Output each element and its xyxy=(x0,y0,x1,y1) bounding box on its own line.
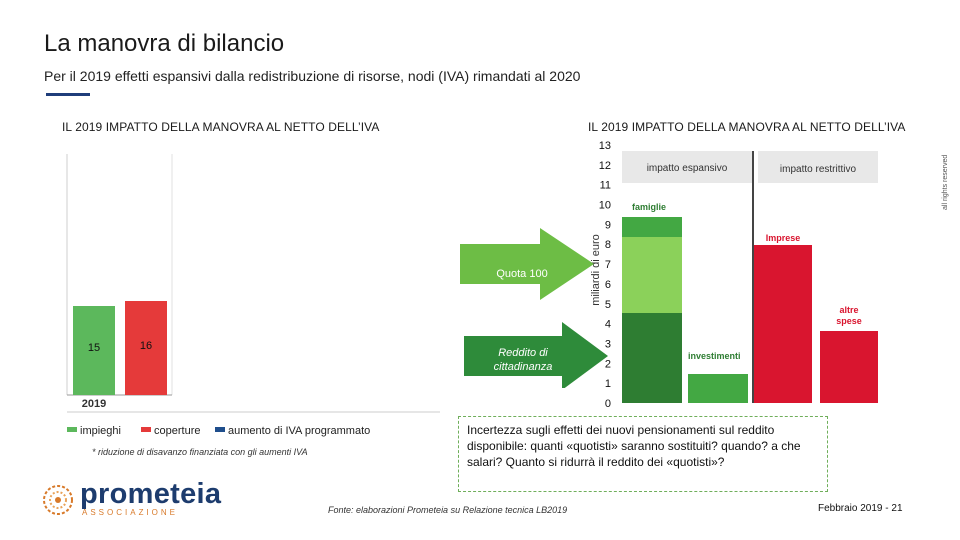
x-tick-2019: 2019 xyxy=(82,398,106,410)
panel-header-restrittivo xyxy=(758,151,878,183)
bar-investimenti xyxy=(688,374,748,403)
panel-header-espansivo xyxy=(622,151,752,183)
legend-impieghi: impieghi xyxy=(80,425,121,437)
y-tick-label: 0 xyxy=(605,398,611,410)
legend-coperture: coperture xyxy=(154,425,200,437)
arrow-label-reddito: Reddito di cittadinanza xyxy=(493,347,553,373)
y-tick-label: 2 xyxy=(605,358,611,370)
y-tick-label: 7 xyxy=(605,259,611,271)
bar-impieghi xyxy=(73,306,115,395)
page-subtitle: Per il 2019 effetti espansivi dalla redi… xyxy=(44,68,581,84)
bar-famiglie-segment-1 xyxy=(622,313,682,403)
y-tick-label: 8 xyxy=(605,239,611,251)
label-investimenti: investimenti xyxy=(688,351,741,361)
label-altre: altre xyxy=(839,305,858,315)
legend-swatch-coperture xyxy=(141,427,151,432)
y-tick-label: 11 xyxy=(600,180,611,192)
y-tick-label: 9 xyxy=(605,219,611,231)
y-tick-label: 12 xyxy=(599,160,611,172)
arrow-reddito xyxy=(464,322,608,388)
y-tick-label: 6 xyxy=(605,279,611,291)
panel-label-espansivo: impatto espansivo xyxy=(647,163,728,174)
prometeia-logo-icon xyxy=(43,485,73,515)
label-impieghi: 15 xyxy=(88,342,100,354)
right-section-title: IL 2019 IMPATTO DELLA MANOVRA AL NETTO D… xyxy=(588,120,906,134)
label-coperture: 16 xyxy=(140,340,152,352)
left-section-title: IL 2019 IMPATTO DELLA MANOVRA AL NETTO D… xyxy=(62,120,380,134)
left-chart: 15 16 2019 impieghi coperture aumento di… xyxy=(66,154,440,437)
page-number: Febbraio 2019 - 21 xyxy=(818,503,903,514)
left-footnote: * riduzione di disavanzo finanziata con … xyxy=(92,447,308,457)
label-spese: spese xyxy=(836,316,862,326)
rights-note: all rights reserved xyxy=(942,154,949,210)
y-tick-label: 5 xyxy=(605,299,611,311)
logo-subtitle: ASSOCIAZIONE xyxy=(82,508,179,517)
y-tick-label: 4 xyxy=(605,319,611,331)
panel-label-restrittivo: impatto restrittivo xyxy=(780,164,857,175)
arrows-overlay xyxy=(460,228,608,388)
y-tick-label: 1 xyxy=(605,378,611,390)
source-note: Fonte: elaborazioni Prometeia su Relazio… xyxy=(328,505,568,515)
bar-famiglie-segment-3 xyxy=(622,217,682,237)
y-axis-label: miliardi di euro xyxy=(590,234,602,306)
accent-divider xyxy=(46,93,90,96)
y-tick-label: 13 xyxy=(599,140,611,152)
bar-famiglie-segment-2 xyxy=(622,237,682,313)
bar-coperture xyxy=(125,301,167,395)
page-title: La manovra di bilancio xyxy=(44,30,285,57)
label-famiglie: famiglie xyxy=(632,202,666,212)
bar-altre-spese xyxy=(820,331,878,403)
legend-swatch-impieghi xyxy=(67,427,77,432)
bar-imprese xyxy=(754,245,812,403)
y-tick-label: 3 xyxy=(605,338,611,350)
legend-swatch-aumento xyxy=(215,427,225,432)
uncertainty-note-box: Incertezza sugli effetti dei nuovi pensi… xyxy=(458,416,828,492)
arrow-quota-100 xyxy=(460,228,594,300)
label-imprese: Imprese xyxy=(766,233,801,243)
y-tick-label: 10 xyxy=(599,200,611,212)
legend-aumento: aumento di IVA programmato xyxy=(228,425,370,437)
arrow-label-quota: Quota 100 xyxy=(496,268,548,280)
logo-name: prometeia xyxy=(80,478,222,510)
